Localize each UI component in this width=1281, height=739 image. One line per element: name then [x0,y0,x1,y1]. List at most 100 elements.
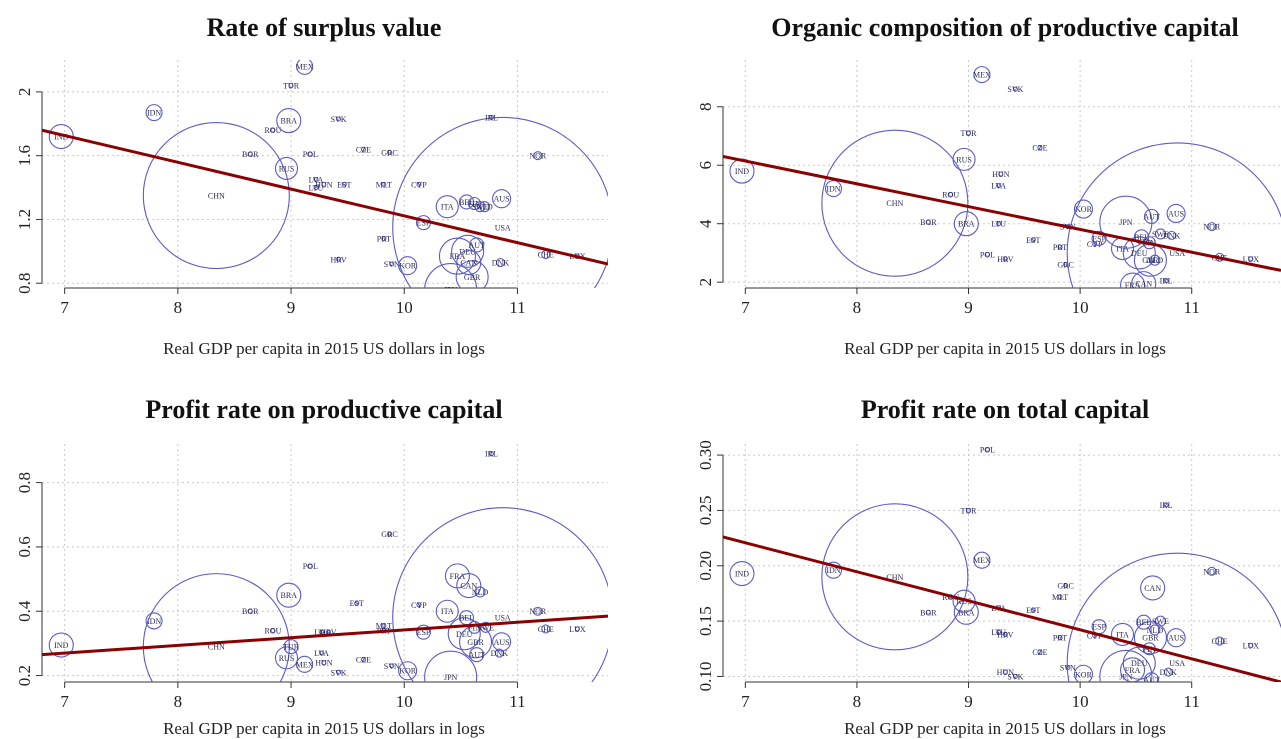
country-label: DEU [1131,659,1148,668]
data-bubble [1149,624,1161,636]
country-label: MEX [296,660,314,669]
data-bubble [288,82,294,89]
axes: 7 8 9 10 11 2 4 6 8 [696,103,1200,317]
country-label: BEL [1134,233,1149,242]
country-label: HRV [997,255,1013,264]
country-label: PRT [377,235,391,244]
data-bubble [821,129,969,277]
country-label: CZE [356,145,371,154]
x-tick-label: 9 [287,692,296,711]
data-bubble [276,582,302,608]
country-label: CHN [208,192,225,201]
country-label: ITA [441,203,454,212]
country-label: FRA [1125,666,1141,675]
y-tick-label: 2 [15,88,34,97]
country-label: BGR [920,608,937,617]
country-label: LVA [309,176,324,185]
country-label: CAN [460,582,477,591]
data-bubble [336,116,342,122]
data-bubble [48,632,74,658]
data-bubble [1066,552,1281,682]
country-label: IDN [147,617,161,626]
data-bubble [415,624,432,640]
country-label: BGR [242,150,259,159]
data-bubble [492,632,512,652]
country-label: IRL [1160,277,1173,286]
data-bubble [1207,566,1217,576]
data-bubble [424,650,478,682]
country-label: AUT [468,241,485,250]
data-bubble [469,237,485,253]
country-label: JPN [444,286,458,295]
data-bubble [1248,642,1254,649]
country-label: TUR [961,129,978,138]
country-label: IRL [485,450,498,459]
x-tick-label: 10 [1072,692,1089,711]
country-label: CYP [1087,632,1103,641]
country-label: GRC [381,530,397,539]
data-bubble [398,256,418,276]
data-bubble [392,507,608,682]
country-label: NLD [472,588,489,597]
chart-title: Organic composition of productive capita… [771,13,1239,42]
country-label: SVN [384,260,400,269]
country-label: NLD [1147,256,1164,265]
data-bubble [821,503,969,651]
country-label: HUN [315,659,333,668]
country-label: BEL [459,198,474,207]
panel-rate-of-surplus-value: Rate of surplus value Real GDP per capit… [15,13,608,358]
data-bubble [447,617,481,651]
country-label: SWE [1152,617,1169,626]
country-label: CZE [356,655,371,664]
data-bubble [824,561,843,579]
country-label: FRA [1125,281,1141,290]
country-label: HRV [997,630,1013,639]
country-label: DNK [491,649,509,658]
country-label: LTU [991,220,1006,229]
data-bubble [1099,649,1153,682]
country-label: JPN [1119,672,1133,681]
x-tick-label: 9 [287,298,296,317]
data-bubble [965,507,972,513]
data-bubble [1163,278,1169,284]
data-bubble [996,629,1002,635]
axes: 7 8 9 10 11 0.10 0.15 0.20 0.25 0.30 [696,440,1200,711]
country-label: EST [1026,606,1040,615]
y-tick-label: 0.15 [696,606,715,636]
data-bubble [480,621,492,633]
country-label: IDN [147,109,161,118]
data-bubble [973,551,991,569]
country-label: KOR [1075,670,1093,679]
panel-profit-rate-total: Profit rate on total capital Real GDP pe… [696,395,1281,738]
x-tick-label: 9 [964,692,973,711]
country-label: PRT [1053,243,1067,252]
country-label: BRA [281,117,298,126]
y-tick-label: 1.2 [15,209,34,230]
country-label: TUR [283,643,300,652]
country-label: AUT [1143,676,1160,685]
country-label: NOR [529,607,547,616]
country-label: GBR [467,638,484,647]
data-bubble [456,572,482,599]
data-bubble [1063,583,1069,589]
country-label: SWE [1152,230,1169,239]
country-label: IRL [1160,501,1173,510]
country-label: CHN [208,643,225,652]
data-bubble [247,151,253,157]
grid [42,444,608,682]
country-label: DNK [1160,668,1178,677]
data-bubble [574,626,580,632]
country-label: IND [54,641,68,650]
country-label: FIN [468,623,481,632]
country-label: CAN [1135,280,1152,289]
data-bubble [424,263,478,288]
x-tick-label: 10 [396,298,413,317]
data-bubble [1002,631,1008,637]
country-label: CHE [538,625,554,634]
country-label: RUS [956,155,972,164]
data-bubble [1143,208,1160,224]
country-label: CHE [1212,637,1228,646]
data-bubble [1099,195,1153,249]
country-label: GRC [381,148,397,157]
